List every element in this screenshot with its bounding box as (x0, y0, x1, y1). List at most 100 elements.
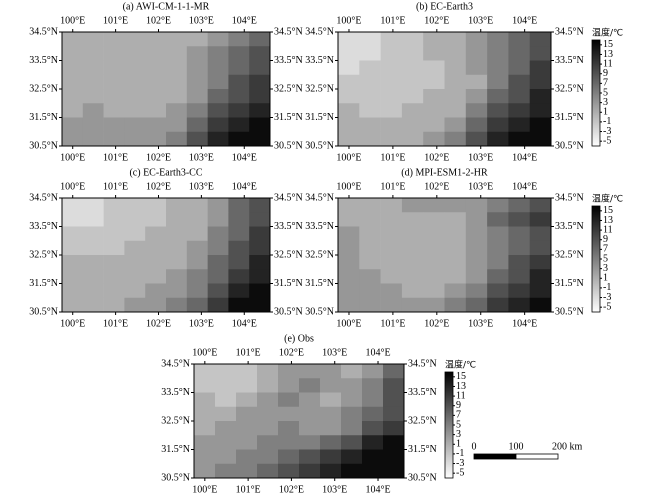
grid-cell (82, 46, 104, 61)
grid-cell (145, 297, 167, 313)
x-tick-label: 101°E (103, 15, 128, 26)
x-tick-label: 101°E (103, 152, 128, 163)
grid-cell (465, 46, 488, 61)
grid-cell (186, 46, 208, 61)
grid-cell (465, 131, 488, 147)
grid-cell (423, 226, 445, 242)
grid-cell (465, 74, 488, 90)
grid-cell (278, 435, 300, 450)
grid-cell (383, 449, 405, 465)
grid-cell (380, 297, 403, 313)
y-tick-label: 32.5°N (305, 83, 334, 94)
grid-cell (465, 103, 488, 118)
grid-cell (338, 89, 360, 104)
grid-cell (166, 60, 188, 76)
grid-cell (249, 297, 271, 313)
grid-cell (194, 392, 216, 408)
grid-cell (508, 103, 530, 118)
grid-cell (380, 103, 403, 118)
grid-cell (194, 449, 216, 465)
grid-cell (444, 269, 467, 284)
grid-cell (401, 60, 424, 76)
y-tick-label: 31.5°N (274, 112, 303, 123)
grid-cell (145, 60, 167, 76)
grid-cell (508, 283, 530, 299)
grid-cell (62, 198, 84, 213)
x-tick-label: 104°E (512, 15, 537, 26)
grid-cell (82, 117, 104, 133)
x-tick-label: 103°E (189, 152, 214, 163)
grid-cell (508, 226, 530, 242)
colorbar-label: -1 (603, 116, 611, 127)
grid-cell (487, 60, 509, 76)
grid-cell (207, 89, 229, 104)
grid-cell (423, 283, 445, 299)
panel-title: (c) EC-Earth3-CC (129, 167, 202, 178)
grid-cell (145, 32, 167, 47)
x-tick-label: 102°E (146, 318, 171, 329)
grid-cell (62, 46, 84, 61)
grid-cell (62, 212, 84, 227)
grid-cell (508, 89, 530, 104)
y-tick-label: 33.5°N (161, 387, 190, 398)
y-tick-label: 33.5°N (555, 221, 584, 232)
grid-cell (124, 283, 146, 299)
grid-cell (465, 255, 488, 270)
grid-cell (82, 89, 104, 104)
grid-cell (401, 198, 424, 213)
x-tick-label: 103°E (322, 484, 347, 494)
colorbar-label: 15 (456, 371, 466, 382)
grid-cell (207, 198, 229, 213)
colorbar-label: 1 (456, 439, 461, 450)
scale-label: 0 (472, 441, 477, 452)
grid-cell (380, 117, 403, 133)
grid-cell (186, 60, 208, 76)
x-tick-label: 100°E (60, 318, 85, 329)
grid-cell (423, 60, 445, 76)
y-tick-label: 31.5°N (305, 278, 334, 289)
y-tick-label: 32.5°N (305, 249, 334, 260)
grid-cell (194, 435, 216, 450)
grid-cell (508, 117, 530, 133)
grid-cell (82, 198, 104, 213)
grid-cell (124, 226, 146, 242)
grid-cell (145, 89, 167, 104)
y-tick-label: 31.5°N (305, 112, 334, 123)
grid-cell (249, 103, 271, 118)
x-tick-label: 104°E (232, 15, 257, 26)
grid-cell (186, 240, 208, 256)
grid-cell (362, 463, 384, 479)
colorbar-label: 7 (603, 244, 608, 255)
grid-cell (62, 117, 84, 133)
grid-cell (82, 297, 104, 313)
colorbar-label: -1 (456, 448, 464, 459)
grid-cell (465, 60, 488, 76)
grid-cell (145, 103, 167, 118)
grid-cell (423, 212, 445, 227)
grid-cell (124, 32, 146, 47)
grid-cell (487, 297, 509, 313)
grid-cell (341, 364, 363, 379)
grid-cell (529, 198, 552, 213)
colorbar-label: -3 (603, 126, 611, 137)
grid-cell (444, 117, 467, 133)
grid-cell (215, 364, 237, 379)
x-tick-label: 100°E (60, 152, 85, 163)
colorbar-label: 13 (456, 381, 466, 392)
grid-cell (383, 364, 405, 379)
grid-cell (228, 283, 250, 299)
grid-cell (359, 74, 381, 90)
grid-cell (529, 89, 552, 104)
x-tick-label: 100°E (336, 318, 361, 329)
grid-cell (207, 131, 229, 147)
grid-cell (103, 89, 125, 104)
grid-cell (278, 463, 300, 479)
y-tick-label: 30.5°N (274, 306, 303, 317)
grid-cell (508, 297, 530, 313)
map-panel: (b) EC-Earth3 100°E 100°E 101°E 101°E 102°E 10… (305, 1, 623, 163)
map-panel: (c) EC-Earth3-CC 100°E 100°E 101°E 101°E 102°… (29, 167, 302, 329)
grid-cell (529, 255, 552, 270)
grid-cell (186, 269, 208, 284)
y-tick-label: 30.5°N (274, 140, 303, 151)
grid-cell (362, 435, 384, 450)
